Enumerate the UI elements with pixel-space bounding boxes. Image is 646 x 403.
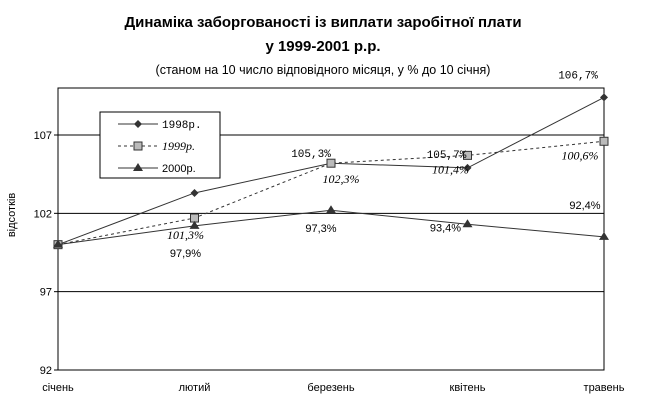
y-axis-label: відсотків (6, 193, 18, 238)
x-tick-label: лютий (179, 382, 211, 394)
chart-title: Динаміка заборгованості із виплати зароб… (124, 14, 521, 31)
x-tick-label: квітень (450, 382, 486, 394)
legend-label: 2000р. (162, 163, 196, 175)
x-tick-label: травень (584, 382, 625, 394)
diamond-marker (190, 188, 199, 197)
y-tick-label: 107 (34, 130, 52, 142)
legend-box (99, 111, 221, 179)
square-marker (133, 141, 143, 151)
x-tick-label: січень (42, 382, 74, 394)
triangle-marker (189, 220, 200, 229)
data-label: 105,3% (291, 149, 331, 161)
data-label: 93,4% (430, 222, 461, 234)
data-label: 105,7% (427, 150, 467, 162)
diamond-marker (600, 93, 608, 102)
data-label: 101,4% (432, 162, 469, 176)
data-label: 97,9% (170, 248, 201, 260)
triangle-marker (326, 205, 336, 214)
data-label: 101,3% (167, 228, 204, 242)
chart-title-line2: у 1999-2001 р.р. (265, 38, 380, 55)
square-marker (463, 150, 472, 160)
triangle-marker (53, 239, 63, 248)
triangle-marker (599, 231, 609, 240)
legend-label: 1998р. (162, 120, 202, 132)
y-tick-label: 102 (34, 208, 52, 220)
square-marker (326, 158, 336, 168)
x-tick-label: березень (307, 382, 354, 394)
chart-subtitle: (станом на 10 число відповідного місяця,… (156, 63, 491, 77)
y-tick-label: 97 (40, 287, 52, 299)
data-label: 92,4% (569, 200, 600, 212)
data-label: 97,3% (305, 223, 336, 235)
legend-label: 1999р. (162, 139, 195, 153)
data-label: 102,3% (323, 172, 360, 186)
y-tick-label: 92 (40, 365, 52, 377)
square-marker (190, 213, 199, 223)
triangle-marker (133, 163, 143, 171)
triangle-marker (462, 219, 473, 228)
diamond-marker (134, 120, 142, 128)
legend: 1998р. 1999р. 2000р. (99, 111, 221, 179)
data-label: 100,6% (562, 148, 599, 162)
diamond-marker (463, 163, 472, 172)
series-2 (53, 205, 609, 248)
data-label: 106,7% (558, 70, 598, 82)
square-marker (599, 136, 609, 146)
series-line (57, 140, 605, 246)
